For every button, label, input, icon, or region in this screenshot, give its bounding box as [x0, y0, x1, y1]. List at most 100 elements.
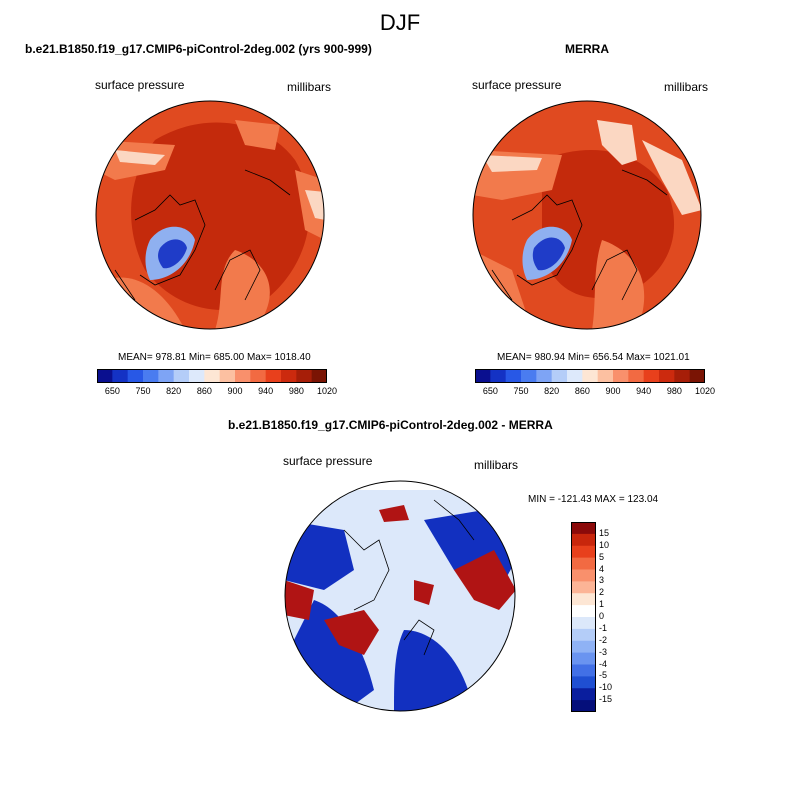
panel-3-colorbar-label: 5 — [599, 551, 605, 562]
panel-2-colorbar-swatch-13 — [674, 369, 691, 383]
panel-1-colorbar-labels: 650 750 820 860 900 940 980 1020 — [97, 386, 337, 398]
panel-2-colorbar-label: 860 — [574, 386, 590, 396]
panel-3-colorbar-label: -5 — [599, 670, 608, 681]
panel-1-colorbar-swatch-13 — [296, 369, 313, 383]
panel-1-colorbar-label: 750 — [135, 386, 151, 396]
panel-3-colorbar-label: -15 — [599, 694, 613, 705]
panel-3-colorbar-label: 3 — [599, 575, 605, 586]
panel-2-colorbar-label: 650 — [482, 386, 498, 396]
panel-1-colorbar-swatch-5 — [173, 369, 190, 383]
panel-1-colorbar-swatch-3 — [143, 369, 159, 383]
panel-2-colorbar-swatch-3 — [521, 369, 537, 383]
panel-3-colorbar-swatch-8 — [571, 617, 596, 630]
panel-1-map — [95, 100, 325, 330]
panel-1-title: b.e21.B1850.f19_g17.CMIP6-piControl-2deg… — [25, 42, 372, 56]
panel-1-colorbar-swatch-2 — [127, 369, 144, 383]
panel-3-colorbar-swatch-2 — [571, 545, 596, 559]
panel-2-colorbar-swatch-2 — [505, 369, 522, 383]
panel-3-colorbar-label: -3 — [599, 646, 608, 657]
panel-2-colorbar-swatch-6 — [567, 369, 583, 383]
panel-3-variable-label: surface pressure — [283, 454, 373, 468]
panel-3-colorbar-swatch-6 — [571, 593, 596, 606]
panel-2-colorbar-swatch-9 — [613, 369, 629, 383]
panel-3-colorbar-swatch-10 — [571, 640, 596, 654]
panel-1-colorbar-swatch-11 — [265, 369, 282, 383]
panel-3-colorbar-swatch-1 — [571, 533, 596, 547]
panel-2-colorbar-swatch-12 — [659, 369, 675, 383]
panel-3-colorbar-label: 4 — [599, 563, 605, 574]
panel-3-colorbar-swatch-4 — [571, 569, 596, 582]
panel-3-colorbar-swatch-15 — [571, 700, 596, 712]
panel-1-stats: MEAN= 978.81 Min= 685.00 Max= 1018.40 — [118, 352, 311, 363]
panel-2-colorbar-label: 940 — [636, 386, 652, 396]
panel-3-colorbar-label: -4 — [599, 658, 608, 669]
panel-3-colorbar-label: -2 — [599, 634, 608, 645]
panel-1-colorbar-frame — [97, 369, 327, 383]
panel-1-colorbar-swatch-10 — [250, 369, 267, 383]
panel-3-colorbar-label: 2 — [599, 587, 605, 598]
panel-2-colorbar — [475, 369, 705, 383]
panel-2-colorbar-label: 1020 — [694, 386, 716, 396]
panel-1-colorbar-label: 940 — [258, 386, 274, 396]
panel-1-colorbar-label: 820 — [166, 386, 182, 396]
panel-3-colorbar-swatch-14 — [571, 688, 596, 701]
panel-3-colorbar-label: 1 — [599, 599, 605, 610]
panel-3-title: b.e21.B1850.f19_g17.CMIP6-piControl-2deg… — [228, 418, 553, 432]
panel-2-colorbar-label: 900 — [605, 386, 621, 396]
panel-2-variable-label: surface pressure — [472, 78, 562, 92]
panel-1-colorbar-swatch-1 — [112, 369, 129, 383]
panel-2-colorbar-swatch-10 — [628, 369, 645, 383]
panel-3-colorbar-swatch-12 — [571, 664, 596, 677]
panel-2-colorbar-swatch-8 — [597, 369, 614, 383]
panel-2-colorbar-labels: 650 750 820 860 900 940 980 1020 — [475, 386, 715, 398]
panel-2-colorbar-label: 750 — [513, 386, 529, 396]
panel-3-colorbar-frame — [571, 522, 596, 712]
panel-2-colorbar-swatch-14 — [689, 369, 705, 383]
panel-1-colorbar-label: 900 — [227, 386, 243, 396]
panel-2-colorbar-swatch-11 — [643, 369, 660, 383]
panel-3-colorbar-swatch-0 — [571, 522, 596, 535]
panel-1-colorbar-swatch-14 — [311, 369, 327, 383]
panel-2-colorbar-swatch-1 — [490, 369, 507, 383]
panel-1-colorbar-swatch-0 — [97, 369, 113, 383]
panel-3-colorbar-labels: 15 10 5 4 3 2 1 0 -1 -2 -3 -4 -5 -10 -15 — [599, 522, 639, 712]
panel-1-colorbar-label: 860 — [196, 386, 212, 396]
panel-1-variable-label: surface pressure — [95, 78, 185, 92]
panel-1-colorbar-label: 650 — [104, 386, 120, 396]
panel-3-colorbar-swatch-13 — [571, 676, 596, 689]
page-title: DJF — [379, 10, 421, 35]
panel-1-colorbar-swatch-6 — [189, 369, 205, 383]
panel-2-colorbar-label: 980 — [666, 386, 682, 396]
panel-2-units-label: millibars — [664, 80, 709, 94]
panel-3-units-label: millibars — [474, 458, 519, 472]
panel-3-colorbar-swatch-7 — [571, 605, 596, 618]
panel-1-colorbar-swatch-8 — [219, 369, 236, 383]
panel-2-colorbar-frame — [475, 369, 705, 383]
panel-2-title: MERRA — [565, 42, 609, 56]
panel-2-colorbar-swatch-0 — [475, 369, 491, 383]
panel-3-colorbar-label: -10 — [599, 682, 613, 693]
panel-3-colorbar-label: 10 — [599, 539, 610, 550]
panel-3-stats: MIN = -121.43 MAX = 123.04 — [528, 494, 659, 505]
panel-3-colorbar-swatch-3 — [571, 557, 596, 570]
panel-3-colorbar-label: -1 — [599, 622, 608, 633]
panel-1-colorbar-label: 980 — [288, 386, 304, 396]
panel-2-colorbar-label: 820 — [544, 386, 560, 396]
panel-1-colorbar-swatch-4 — [158, 369, 175, 383]
panel-3-map — [284, 480, 516, 712]
panel-3-colorbar-swatch-11 — [571, 652, 596, 665]
panel-3-colorbar-swatch-5 — [571, 581, 596, 594]
panel-3-colorbar-swatch-9 — [571, 628, 596, 642]
panel-2-colorbar-swatch-7 — [582, 369, 599, 383]
panel-1-colorbar-swatch-9 — [235, 369, 251, 383]
panel-2-colorbar-swatch-4 — [536, 369, 553, 383]
panel-1-colorbar-swatch-12 — [281, 369, 297, 383]
panel-1-colorbar-label: 1020 — [316, 386, 338, 396]
panel-1-colorbar — [97, 369, 327, 383]
panel-2-colorbar-swatch-5 — [551, 369, 568, 383]
panel-3-colorbar-label: 0 — [599, 611, 605, 621]
panel-1-units-label: millibars — [287, 80, 332, 94]
panel-1-colorbar-swatch-7 — [204, 369, 221, 383]
panel-3-colorbar — [571, 522, 596, 712]
panel-3-colorbar-label: 15 — [599, 527, 610, 538]
